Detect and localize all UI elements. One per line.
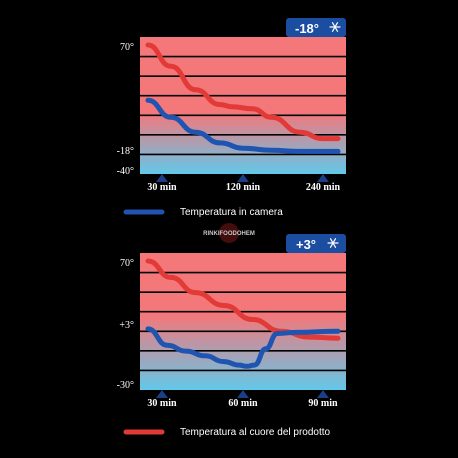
- chart-1-xtick-marker-2: [237, 174, 249, 182]
- chart-2-xtick-marker-3: [317, 390, 329, 398]
- chart-2-xtick-90min: 90 min: [308, 398, 338, 409]
- legend-product: Temperatura al cuore del prodotto: [123, 427, 331, 438]
- chart-1: 70° -18° -40° 30 min 120 min 240 min -18…: [117, 18, 346, 193]
- chart-2-plot-area: [140, 253, 346, 390]
- chart-2-xtick-30min: 30 min: [147, 398, 177, 409]
- watermark-text: RINKIFOODOHEM: [203, 231, 255, 237]
- chart-2-xtick-marker-1: [156, 390, 168, 398]
- chart-2-badge: +3°: [286, 234, 346, 253]
- watermark: RINKIFOODOHEM: [203, 223, 255, 243]
- chart-2-ytick-minus30: -30°: [117, 380, 134, 391]
- chart-2: 70° +3° -30° 30 min 60 min 90 min +3°: [117, 234, 346, 409]
- chart-1-chamber-line: [145, 97, 341, 154]
- chart-1-badge-label: -18°: [295, 21, 319, 36]
- legend-chamber-label: Temperatura in camera: [180, 207, 283, 218]
- chart-1-xtick-240min: 240 min: [306, 182, 341, 193]
- chart-1-ytick-70: 70°: [120, 42, 134, 53]
- watermark-logo: [219, 223, 239, 243]
- chart-2-xtick-60min: 60 min: [228, 398, 258, 409]
- chart-1-ytick-minus18: -18°: [117, 146, 134, 157]
- legend-product-label: Temperatura al cuore del prodotto: [180, 427, 331, 438]
- snowflake-icon: [329, 22, 341, 32]
- chart-2-ytick-plus3: +3°: [119, 320, 134, 331]
- chart-1-product-line: [145, 42, 341, 142]
- chart-1-ytick-minus40: -40°: [117, 166, 134, 177]
- chart-1-xtick-marker-3: [317, 174, 329, 182]
- chart-1-xtick-30min: 30 min: [147, 182, 177, 193]
- chart-2-xtick-marker-2: [237, 390, 249, 398]
- chart-2-ytick-70: 70°: [120, 258, 134, 269]
- chart-2-gridlines: [140, 271, 346, 372]
- chart-2-product-line: [145, 258, 341, 341]
- chart-1-xtick-marker-1: [156, 174, 168, 182]
- chart-2-badge-label: +3°: [296, 237, 316, 252]
- chart-1-xtick-120min: 120 min: [226, 182, 261, 193]
- chart-1-badge: -18°: [286, 18, 346, 37]
- legend-chamber: Temperatura in camera: [123, 207, 283, 218]
- chart-2-chamber-line: [145, 326, 341, 369]
- snowflake-icon: [327, 238, 339, 248]
